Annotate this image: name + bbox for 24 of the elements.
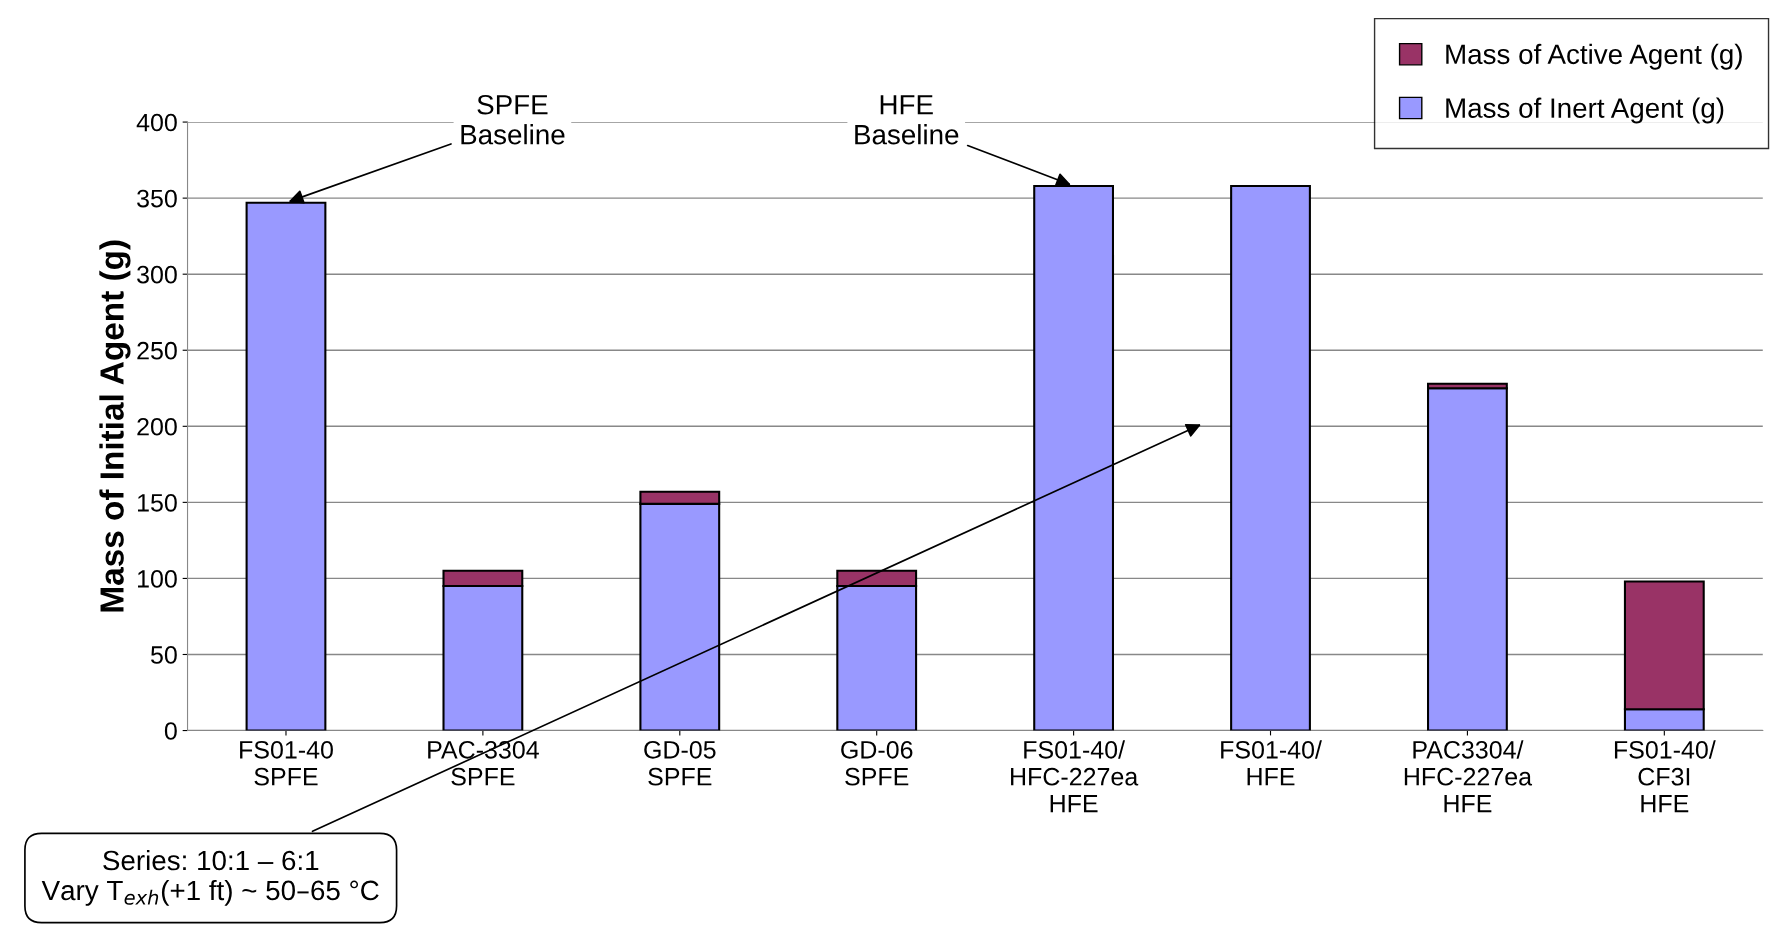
y-tick-label: 400 (136, 113, 177, 132)
annotation: SPFE Baseline (461, 94, 565, 145)
y-tick-label: 0 (164, 722, 177, 740)
y-tick-label: 50 (151, 646, 177, 664)
y-axis-title: Mass of Initial Agent (g) (99, 240, 131, 612)
y-tick-label: 350 (137, 189, 177, 208)
x-tick-label: GD-05 SPFE (644, 740, 716, 786)
y-tick-label: 300 (137, 265, 177, 284)
legend-label: Mass of Inert Agent (g) (1446, 97, 1724, 124)
y-tick-label: 150 (138, 493, 177, 512)
x-tick-label: FS01-40/ CF3I HFE (1614, 740, 1716, 813)
y-tick-label: 100 (138, 570, 177, 588)
x-tick-label: PAC3304/ HFC-227ea HFE (1404, 740, 1533, 813)
x-tick-label: FS01-40/ HFC-227ea HFE (1011, 740, 1139, 813)
annotation: HFE Baseline (855, 95, 959, 145)
bar (1427, 387, 1508, 731)
legend-label: Mass of Active Agent (g) (1446, 43, 1742, 70)
x-tick-label: GD-06 SPFE (841, 740, 913, 786)
x-tick-label: FS01-40/ HFE (1221, 740, 1322, 786)
text: Series: 10:1 – 6:1 Vary T$_{exh}$(+1 ft) ~ 50–65 °C (41, 849, 379, 906)
y-tick-label: 200 (137, 417, 177, 436)
y-tick-label: 250 (137, 341, 177, 360)
x-tick-label: FS01-40 SPFE (240, 740, 333, 786)
bar (1230, 184, 1311, 731)
